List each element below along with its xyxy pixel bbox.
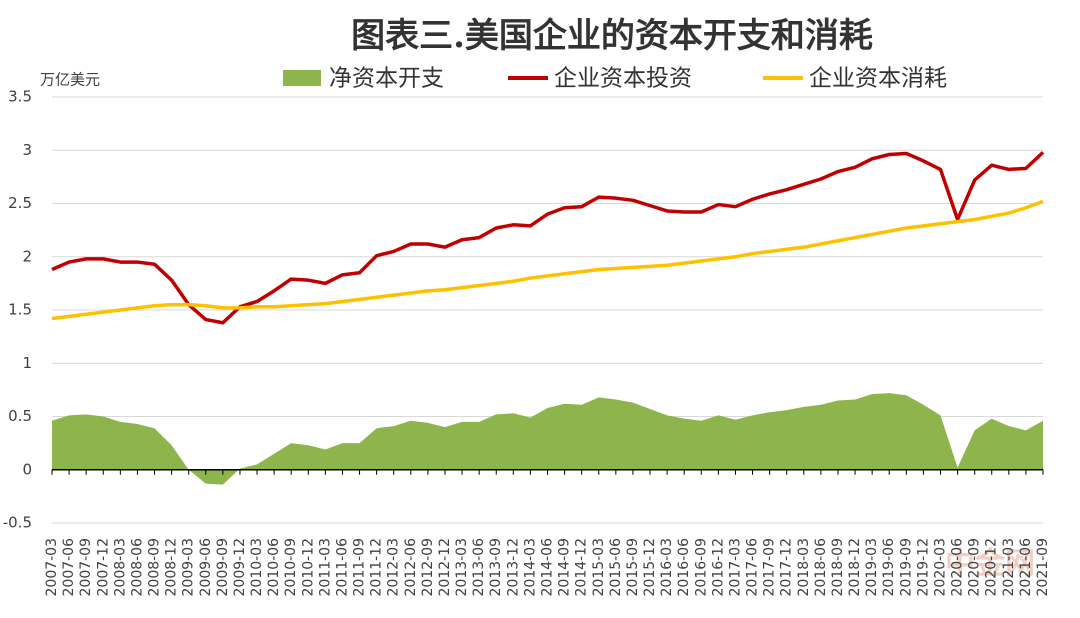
x-tick-label: 2010-03 (249, 538, 265, 597)
x-tick-label: 2021-06 (1018, 538, 1034, 597)
x-tick-label: 2016-06 (676, 538, 692, 597)
x-tick-label: 2009-09 (215, 538, 231, 597)
x-tick-label: 2012-09 (420, 538, 436, 597)
x-tick-label: 2021-09 (1035, 538, 1051, 597)
x-tick-label: 2008-06 (129, 538, 145, 597)
x-tick-label: 2020-09 (967, 538, 983, 597)
x-tick-label: 2010-12 (300, 538, 316, 597)
x-tick-label: 2018-09 (830, 538, 846, 597)
x-tick-label: 2018-06 (813, 538, 829, 597)
area (52, 393, 1043, 485)
x-tick-label: 2020-03 (932, 538, 948, 597)
x-tick-label: 2014-12 (574, 538, 590, 597)
y-axis-label: 万亿美元 (40, 71, 100, 89)
legend-swatch (283, 70, 321, 86)
y-tick-label: 0 (22, 460, 32, 478)
x-tick-label: 2011-03 (317, 538, 333, 597)
x-tick-label: 2020-12 (984, 538, 1000, 597)
line (51, 151, 1045, 325)
x-tick-label: 2012-12 (437, 538, 453, 597)
x-tick-label: 2009-06 (198, 538, 214, 597)
y-tick-label: -0.5 (3, 514, 32, 532)
y-tick-label: 3.5 (8, 88, 32, 106)
x-tick-label: 2015-09 (625, 538, 641, 597)
x-tick-label: 2017-03 (727, 538, 743, 597)
y-tick-label: 2.5 (8, 194, 32, 212)
x-tick-label: 2018-12 (847, 538, 863, 597)
watermark: 中金网 (945, 547, 1035, 582)
x-tick-label: 2017-06 (745, 538, 761, 597)
x-tick-label: 2008-09 (147, 538, 163, 597)
x-tick-label: 2011-09 (352, 538, 368, 597)
x-tick-label: 2012-03 (386, 538, 402, 597)
x-tick-label: 2014-09 (557, 538, 573, 597)
legend-label: 净资本开支 (329, 66, 444, 92)
x-tick-label: 2021-03 (1001, 538, 1017, 597)
y-tick-label: 1 (22, 354, 32, 372)
y-tick-label: 3 (22, 141, 32, 159)
x-tick-label: 2013-12 (505, 538, 521, 597)
x-tick-label: 2007-06 (61, 538, 77, 597)
line (51, 199, 1044, 321)
x-tick-label: 2008-12 (164, 538, 180, 597)
x-tick-label: 2011-12 (369, 538, 385, 597)
x-tick-label: 2010-06 (266, 538, 282, 597)
x-tick-label: 2017-09 (762, 538, 778, 597)
x-tick-label: 2007-12 (95, 538, 111, 597)
x-tick-label: 2015-06 (608, 538, 624, 597)
x-tick-label: 2016-09 (693, 538, 709, 597)
x-tick-label: 2016-03 (659, 538, 675, 597)
x-tick-label: 2015-12 (642, 538, 658, 597)
x-tick-label: 2014-03 (522, 538, 538, 597)
x-tick-label: 2007-03 (44, 538, 60, 597)
legend-label: 企业资本消耗 (809, 66, 947, 92)
x-tick-label: 2018-03 (796, 538, 812, 597)
legend-label: 企业资本投资 (554, 66, 692, 92)
x-tick-label: 2019-03 (864, 538, 880, 597)
x-tick-label: 2013-06 (471, 538, 487, 597)
x-tick-label: 2014-06 (540, 538, 556, 597)
x-tick-label: 2016-12 (710, 538, 726, 597)
x-tick-label: 2009-03 (181, 538, 197, 597)
x-tick-label: 2015-03 (591, 538, 607, 597)
x-tick-label: 2008-03 (112, 538, 128, 597)
x-tick-label: 2012-06 (403, 538, 419, 597)
x-tick-label: 2011-06 (334, 538, 350, 597)
x-tick-label: 2013-03 (454, 538, 470, 597)
x-tick-label: 2007-09 (78, 538, 94, 597)
x-tick-label: 2019-12 (915, 538, 931, 597)
x-tick-label: 2019-06 (881, 538, 897, 597)
x-tick-label: 2020-06 (950, 538, 966, 597)
chart-title: 图表三.美国企业的资本开支和消耗 (351, 16, 873, 56)
y-tick-label: 1.5 (8, 301, 32, 319)
y-tick-label: 0.5 (8, 407, 32, 425)
x-tick-label: 2013-09 (488, 538, 504, 597)
x-tick-label: 2017-12 (779, 538, 795, 597)
y-tick-label: 2 (22, 247, 32, 265)
x-tick-label: 2009-12 (232, 538, 248, 597)
x-tick-label: 2019-09 (898, 538, 914, 597)
x-tick-label: 2010-09 (283, 538, 299, 597)
